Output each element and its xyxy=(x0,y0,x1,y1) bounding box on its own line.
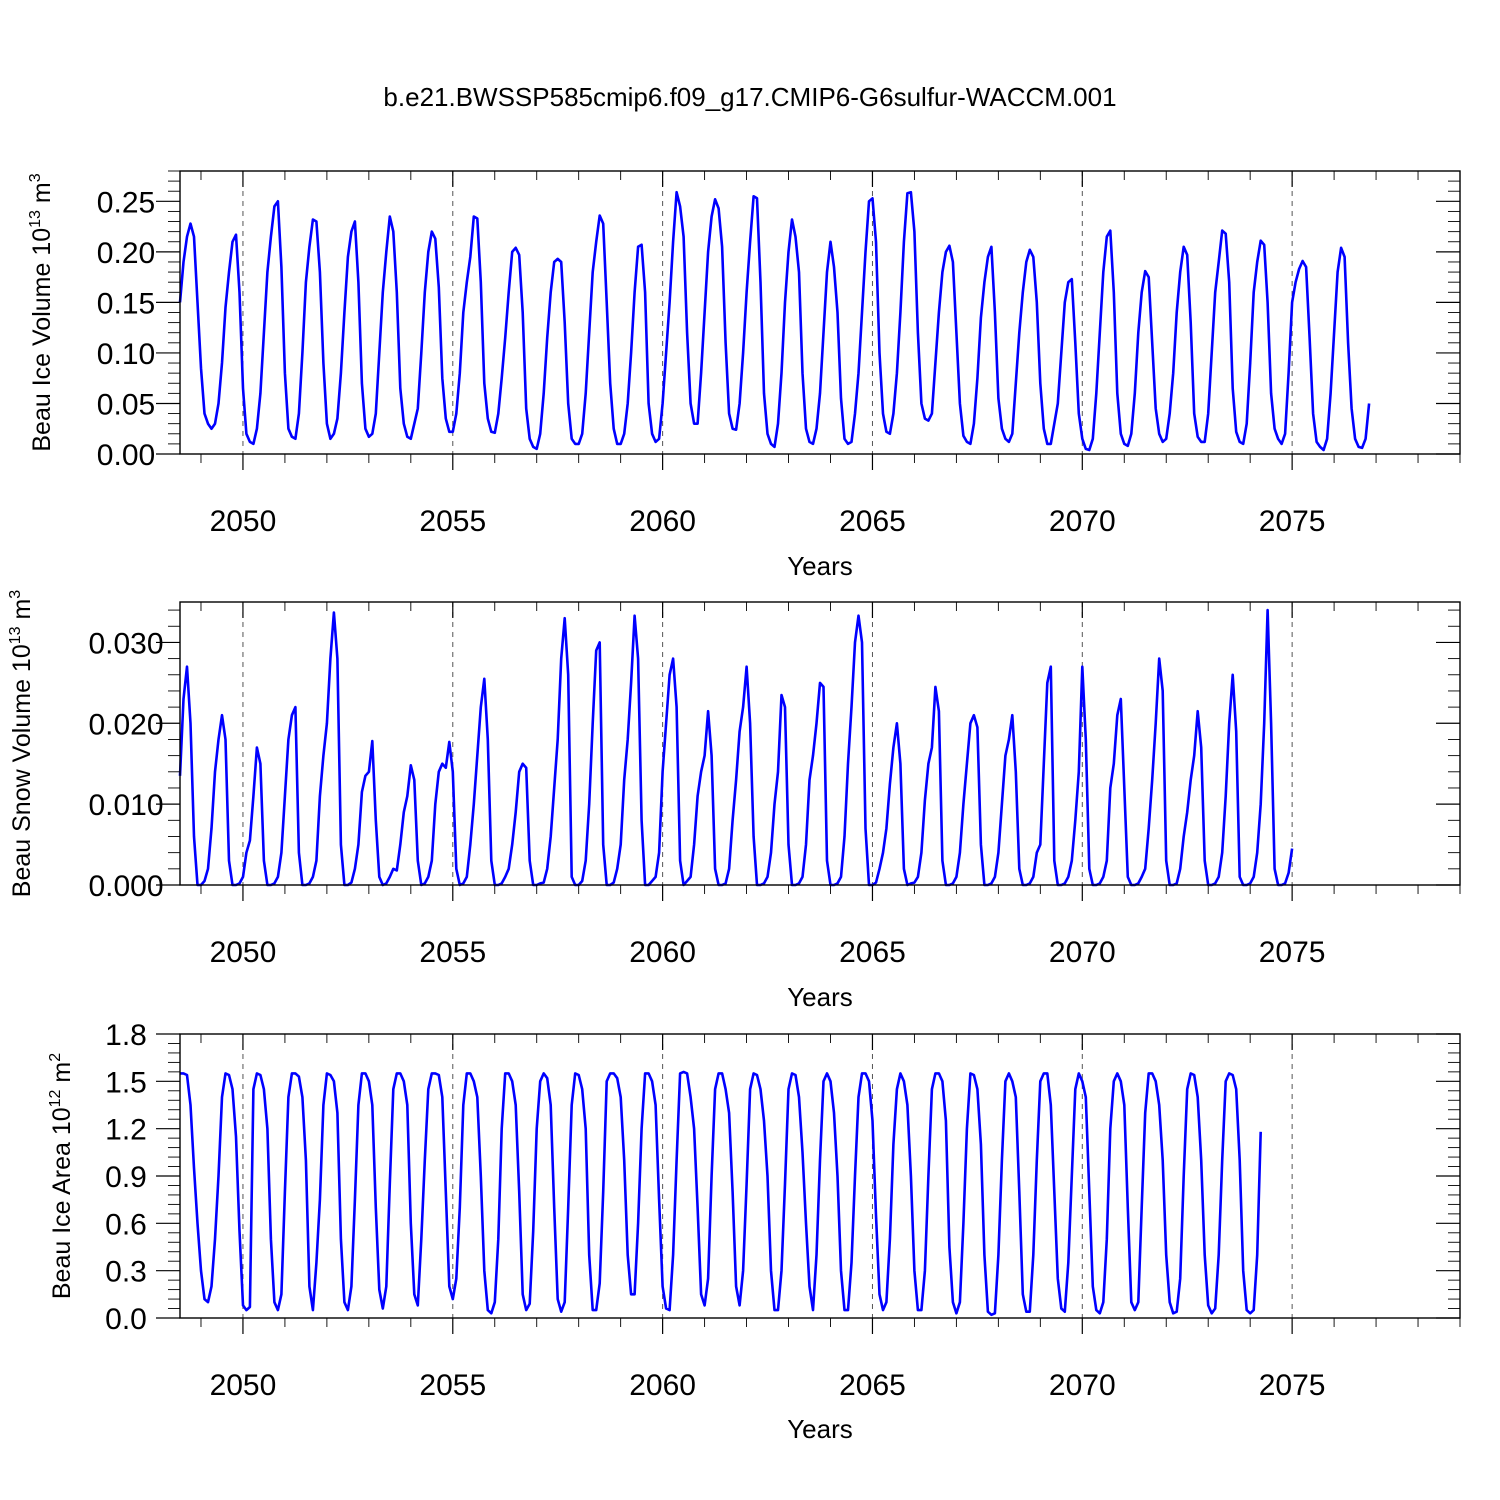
y-tick-label: 0.020 xyxy=(88,708,163,741)
y-tick-label: 1.2 xyxy=(105,1114,147,1147)
x-tick-label: 2055 xyxy=(419,1369,486,1402)
y-tick-label: 0.3 xyxy=(105,1256,147,1289)
y-tick-label: 1.8 xyxy=(105,1019,147,1052)
x-axis-label: Years xyxy=(787,551,853,581)
x-tick-label: 2060 xyxy=(629,505,696,538)
x-tick-label: 2070 xyxy=(1049,936,1116,969)
panel-2: 0.000 0.010 0.020 0.030 2050 2055 2060 2065 2070… xyxy=(7,590,1461,1012)
x-axis-label: Years xyxy=(787,982,853,1012)
panel-3: 0.0 0.3 0.6 0.9 1.2 1.5 1.8 2050 2055 2060 2065 207… xyxy=(47,1019,1461,1444)
panels: 0.00 0.05 0.10 0.15 0.20 0.25 2050 2055 2060 2065… xyxy=(7,170,1461,1444)
y-axis-label: Beau Ice Area 1012 m2 xyxy=(47,1053,76,1299)
x-tick-label: 2060 xyxy=(629,936,696,969)
y-tick-label: 0.00 xyxy=(97,439,155,472)
x-tick-label: 2055 xyxy=(419,936,486,969)
y-tick-label: 0.10 xyxy=(97,338,155,371)
y-tick-label: 0.6 xyxy=(105,1208,147,1241)
y-axis-label: Beau Ice Volume 1013 m3 xyxy=(27,173,56,451)
x-tick-label: 2060 xyxy=(629,1369,696,1402)
x-tick-label: 2070 xyxy=(1049,505,1116,538)
x-tick-label: 2065 xyxy=(839,1369,906,1402)
series-line xyxy=(178,190,1371,452)
x-tick-label: 2075 xyxy=(1259,936,1326,969)
x-tick-label: 2065 xyxy=(839,936,906,969)
y-tick-label: 0.0 xyxy=(105,1303,147,1336)
x-tick-label: 2055 xyxy=(419,505,486,538)
x-tick-label: 2050 xyxy=(210,505,277,538)
series-line xyxy=(178,608,1294,887)
y-tick-label: 0.15 xyxy=(97,287,155,320)
x-tick-label: 2075 xyxy=(1259,1369,1326,1402)
x-axis-label: Years xyxy=(787,1414,853,1444)
x-tick-label: 2075 xyxy=(1259,505,1326,538)
y-tick-label: 0.030 xyxy=(88,627,163,660)
x-tick-label: 2050 xyxy=(210,1369,277,1402)
y-tick-label: 0.25 xyxy=(97,186,155,219)
chart-title: b.e21.BWSSP585cmip6.f09_g17.CMIP6-G6sulf… xyxy=(383,82,1116,112)
x-tick-label: 2070 xyxy=(1049,1369,1116,1402)
plot-frame xyxy=(179,601,1461,886)
y-tick-label: 0.9 xyxy=(105,1161,147,1194)
y-tick-label: 1.5 xyxy=(105,1066,147,1099)
y-tick-label: 0.010 xyxy=(88,789,163,822)
y-axis-label: Beau Snow Volume 1013 m3 xyxy=(7,590,36,898)
series-line xyxy=(180,1070,1262,1317)
y-tick-label: 0.000 xyxy=(88,870,163,903)
x-tick-label: 2050 xyxy=(210,936,277,969)
y-tick-label: 0.05 xyxy=(97,388,155,421)
x-tick-label: 2065 xyxy=(839,505,906,538)
panel-1: 0.00 0.05 0.10 0.15 0.20 0.25 2050 2055 2060 2065… xyxy=(27,170,1461,581)
y-tick-label: 0.20 xyxy=(97,237,155,270)
